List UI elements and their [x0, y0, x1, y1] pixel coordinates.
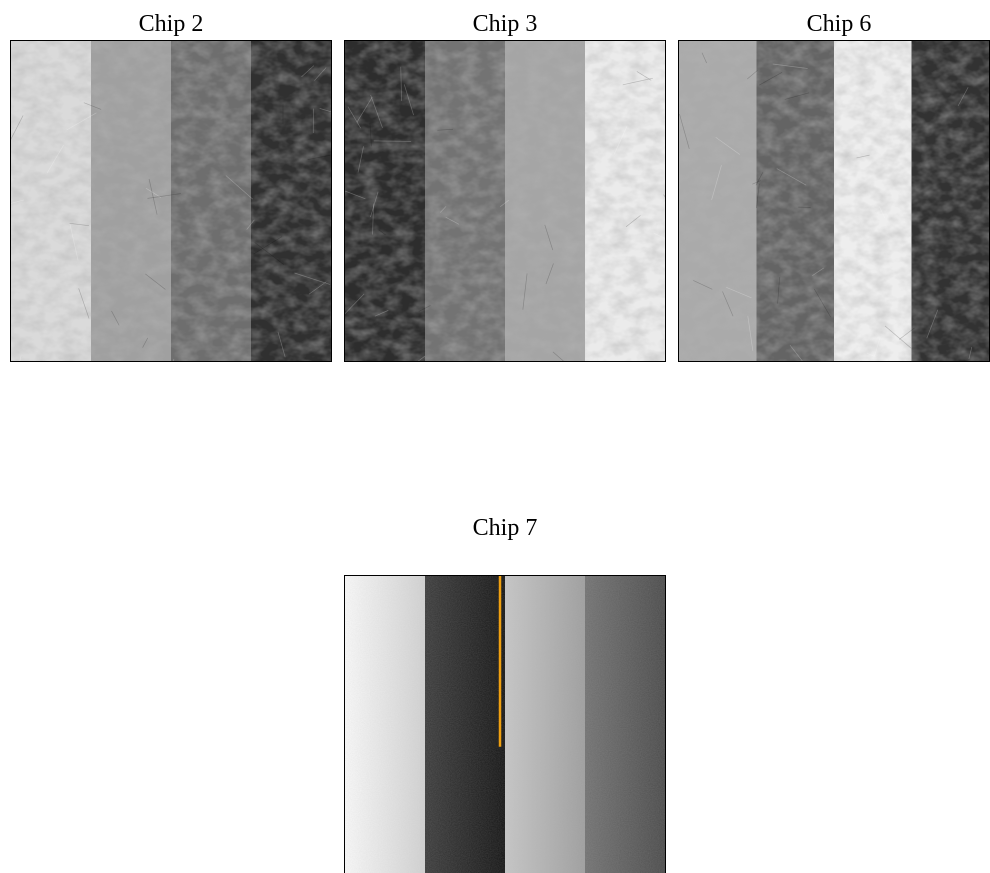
chip-scratch: [46, 144, 64, 174]
chip-scratch: [417, 355, 426, 361]
chip-scratch: [867, 353, 876, 358]
chip-image-svg: [345, 41, 665, 361]
chip6-image: [678, 40, 990, 362]
chip-scratch: [225, 175, 253, 200]
chip-scratch: [314, 67, 327, 81]
chip-scratch: [437, 128, 454, 131]
panel-title-chip3: Chip 3: [472, 11, 538, 37]
chip-scratch: [755, 171, 764, 186]
chip-scratch: [319, 108, 331, 113]
chip-scratch: [66, 112, 97, 131]
chip-scratch: [884, 325, 912, 349]
chip-scratch: [246, 219, 255, 230]
chip-scratch: [147, 193, 181, 199]
chip-scratch: [625, 215, 641, 228]
chip-scratch: [856, 154, 870, 159]
chip-scratch: [418, 305, 431, 312]
chip-texture: [11, 41, 331, 361]
chip-scratch: [622, 77, 653, 86]
chip-scratch: [772, 63, 808, 69]
chip-scratch: [356, 96, 373, 123]
chip-scratch: [926, 309, 939, 339]
chip-scratch: [11, 115, 24, 140]
chip-scratch: [142, 337, 149, 348]
chip-scratch: [294, 272, 331, 285]
chip-scratch: [784, 92, 810, 100]
chip-scratch: [726, 286, 752, 299]
chip-scratch: [301, 65, 315, 78]
panel-title-chip6: Chip 6: [806, 11, 872, 37]
chip-scratch: [277, 331, 286, 358]
chip7-image: [344, 575, 666, 873]
chip-scratch: [747, 315, 754, 351]
chip-scratch: [715, 136, 741, 155]
chip-scratch: [544, 224, 554, 251]
chip-scratch: [78, 288, 90, 319]
chip-scratch: [345, 293, 365, 315]
chip-scratch: [789, 344, 803, 361]
chip-scratch: [522, 273, 528, 310]
chip-scratch: [69, 222, 89, 227]
chip-image-svg: [345, 576, 665, 873]
chip-scratch: [874, 337, 881, 357]
chip-scratch: [374, 310, 389, 317]
chip-scratch: [752, 180, 761, 185]
chip-scratch: [370, 191, 379, 218]
chip-scratch: [777, 277, 780, 304]
chip-scratch: [145, 273, 166, 290]
chip-texture: [345, 41, 665, 361]
chip-scratch: [756, 183, 760, 209]
chip-scratch: [370, 94, 383, 129]
chip3-image: [344, 40, 666, 362]
chip-scratch: [653, 232, 665, 239]
chip-texture: [679, 41, 989, 361]
chip-scratch: [83, 102, 102, 110]
chip-scratch: [693, 280, 713, 290]
chip-scratch: [812, 267, 824, 276]
chip-scratch: [679, 113, 690, 149]
chip-scratch: [145, 187, 162, 198]
chip-texture: [345, 576, 665, 873]
panel-title-chip7: Chip 7: [472, 515, 538, 541]
chip-scratch: [403, 84, 414, 116]
chip-scratch: [11, 199, 25, 204]
chip-image-svg: [679, 41, 989, 361]
chip-scratch: [440, 206, 447, 213]
chip-scratch: [701, 52, 707, 64]
chip-scratch: [307, 154, 331, 160]
chip-scratch: [400, 66, 402, 101]
chip-image-svg: [11, 41, 331, 361]
chip-scratch: [899, 327, 915, 340]
chip2-image: [10, 40, 332, 362]
chip-scratch: [308, 281, 327, 295]
chip-scratch: [747, 70, 758, 80]
chip-scratch: [499, 199, 510, 208]
chip-scratch: [19, 355, 22, 361]
chip-scratch: [957, 87, 969, 107]
chip-scratch: [636, 71, 652, 81]
chip-scratch: [69, 223, 79, 261]
chip-scratch: [347, 106, 361, 129]
chip-scratch: [372, 203, 374, 235]
chip-scratch: [357, 146, 364, 173]
chip-scratch: [545, 263, 554, 285]
chip-scratch: [613, 125, 628, 155]
chip-scratch: [254, 242, 285, 265]
chip-scratch: [369, 122, 372, 147]
chip-scratch: [711, 165, 722, 201]
chip-scratch: [722, 291, 734, 317]
chip-scratch: [552, 351, 564, 361]
chip-scratch: [776, 168, 807, 186]
chip-scratch: [148, 178, 158, 215]
chip-scratch: [378, 229, 386, 236]
chip-scratch: [111, 310, 120, 326]
chip-scratch: [968, 346, 973, 360]
chip-scratch: [813, 288, 831, 318]
chip-scratch: [345, 190, 366, 200]
chip-scratch: [879, 206, 886, 219]
chip-scratch: [253, 236, 283, 255]
chip-scratch: [758, 72, 783, 86]
panel-title-chip2: Chip 2: [138, 11, 204, 37]
chip-scratch: [445, 216, 460, 225]
